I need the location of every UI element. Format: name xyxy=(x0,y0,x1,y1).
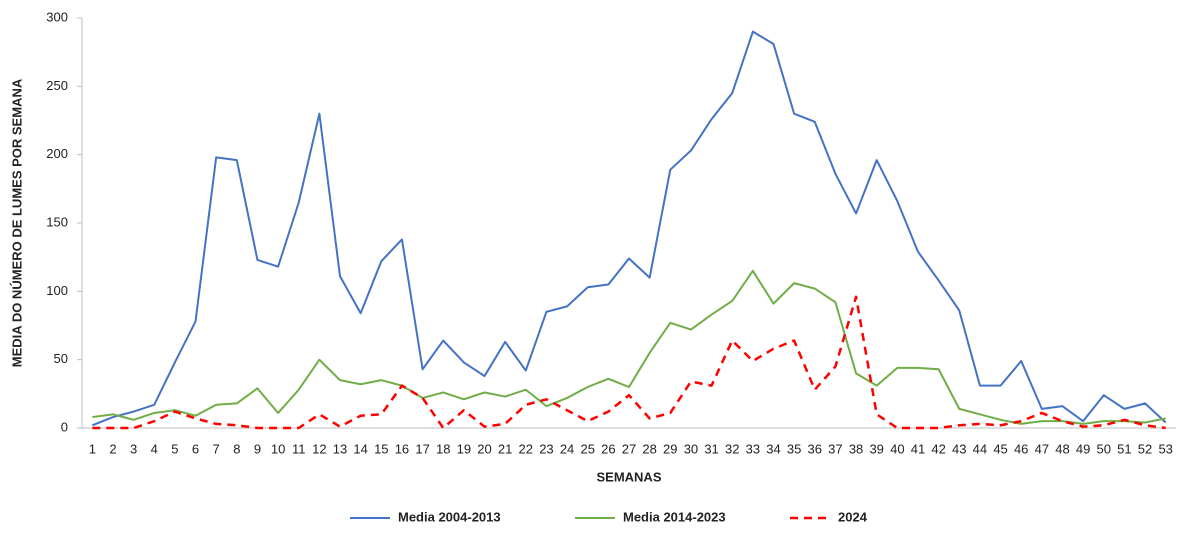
x-tick-label: 9 xyxy=(254,441,261,456)
line-series xyxy=(92,269,1166,425)
x-tick-label: 43 xyxy=(952,441,966,456)
x-tick-label: 32 xyxy=(725,441,739,456)
y-tick-label: 300 xyxy=(46,9,68,24)
x-tick-label: 22 xyxy=(519,441,533,456)
x-tick-label: 20 xyxy=(477,441,491,456)
x-tick-label: 21 xyxy=(498,441,512,456)
line-series xyxy=(92,295,1166,430)
x-tick-label: 38 xyxy=(849,441,863,456)
x-tick-label: 45 xyxy=(993,441,1007,456)
x-tick-label: 13 xyxy=(333,441,347,456)
legend-label: Media 2004-2013 xyxy=(398,509,501,524)
x-tick-label: 36 xyxy=(808,441,822,456)
x-tick-label: 29 xyxy=(663,441,677,456)
x-tick-label: 42 xyxy=(931,441,945,456)
y-tick-label: 0 xyxy=(61,419,68,434)
x-tick-label: 48 xyxy=(1055,441,1069,456)
y-tick-label: 250 xyxy=(46,78,68,93)
x-tick-label: 10 xyxy=(271,441,285,456)
x-tick-label: 6 xyxy=(192,441,199,456)
x-tick-label: 24 xyxy=(560,441,574,456)
x-tick-label: 39 xyxy=(869,441,883,456)
x-tick-label: 19 xyxy=(457,441,471,456)
y-tick-label: 200 xyxy=(46,146,68,161)
x-tick-label: 2 xyxy=(109,441,116,456)
x-tick-label: 25 xyxy=(580,441,594,456)
y-tick-label: 150 xyxy=(46,214,68,229)
x-tick-label: 15 xyxy=(374,441,388,456)
x-tick-label: 41 xyxy=(911,441,925,456)
x-tick-label: 7 xyxy=(213,441,220,456)
x-tick-label: 3 xyxy=(130,441,137,456)
x-tick-label: 1 xyxy=(89,441,96,456)
x-tick-label: 46 xyxy=(1014,441,1028,456)
x-tick-label: 17 xyxy=(415,441,429,456)
legend-label: Media 2014-2023 xyxy=(623,509,726,524)
x-tick-label: 33 xyxy=(746,441,760,456)
x-tick-label: 47 xyxy=(1035,441,1049,456)
x-tick-label: 52 xyxy=(1138,441,1152,456)
x-tick-label: 12 xyxy=(312,441,326,456)
x-tick-label: 18 xyxy=(436,441,450,456)
x-tick-label: 30 xyxy=(684,441,698,456)
x-tick-label: 51 xyxy=(1117,441,1131,456)
x-tick-label: 37 xyxy=(828,441,842,456)
x-tick-label: 40 xyxy=(890,441,904,456)
x-tick-label: 35 xyxy=(787,441,801,456)
x-tick-label: 4 xyxy=(151,441,158,456)
line-series xyxy=(91,30,1167,427)
x-tick-label: 49 xyxy=(1076,441,1090,456)
x-tick-label: 27 xyxy=(622,441,636,456)
x-tick-label: 31 xyxy=(704,441,718,456)
x-tick-label: 5 xyxy=(171,441,178,456)
y-axis-label: MEDIA DO NÚMERO DE LUMES POR SEMANA xyxy=(9,78,24,367)
x-tick-label: 16 xyxy=(395,441,409,456)
x-tick-label: 53 xyxy=(1158,441,1172,456)
x-tick-label: 34 xyxy=(766,441,780,456)
x-axis-label: SEMANAS xyxy=(596,469,661,484)
x-tick-label: 23 xyxy=(539,441,553,456)
x-tick-label: 11 xyxy=(292,441,306,456)
x-tick-label: 8 xyxy=(233,441,240,456)
x-tick-label: 44 xyxy=(973,441,987,456)
x-tick-label: 26 xyxy=(601,441,615,456)
x-tick-label: 50 xyxy=(1097,441,1111,456)
y-tick-label: 100 xyxy=(46,283,68,298)
x-tick-label: 28 xyxy=(642,441,656,456)
y-tick-label: 50 xyxy=(54,351,68,366)
legend-label: 2024 xyxy=(838,509,868,524)
x-tick-label: 14 xyxy=(353,441,367,456)
